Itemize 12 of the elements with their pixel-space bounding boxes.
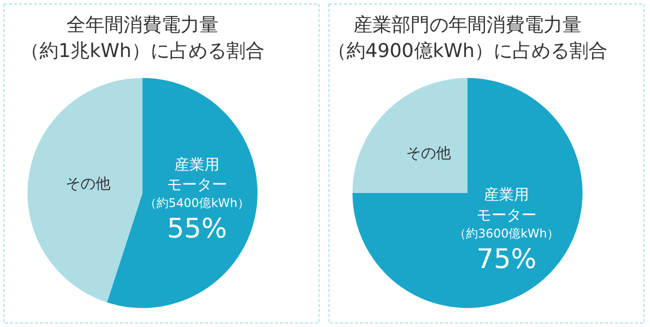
slice-label: 産業用モーター	[167, 155, 228, 194]
slice-label: 産業用モーター	[476, 186, 537, 224]
chart-subtitle: （約4900億kWh）に占める割合	[327, 40, 608, 62]
slice-label: その他	[406, 144, 451, 162]
chart-title: 全年間消費電力量	[66, 14, 218, 36]
slice-label: その他	[65, 174, 110, 192]
data-label: 75%	[476, 244, 537, 275]
data-label: 55%	[167, 213, 228, 244]
text: （約5400億kWh）	[144, 196, 250, 210]
text: （約3600億kWh）	[454, 226, 560, 240]
chart-subtitle: （約1兆kWh）に占める割合	[20, 40, 264, 62]
chart-title: 産業部門の年間消費電力量	[354, 14, 582, 36]
